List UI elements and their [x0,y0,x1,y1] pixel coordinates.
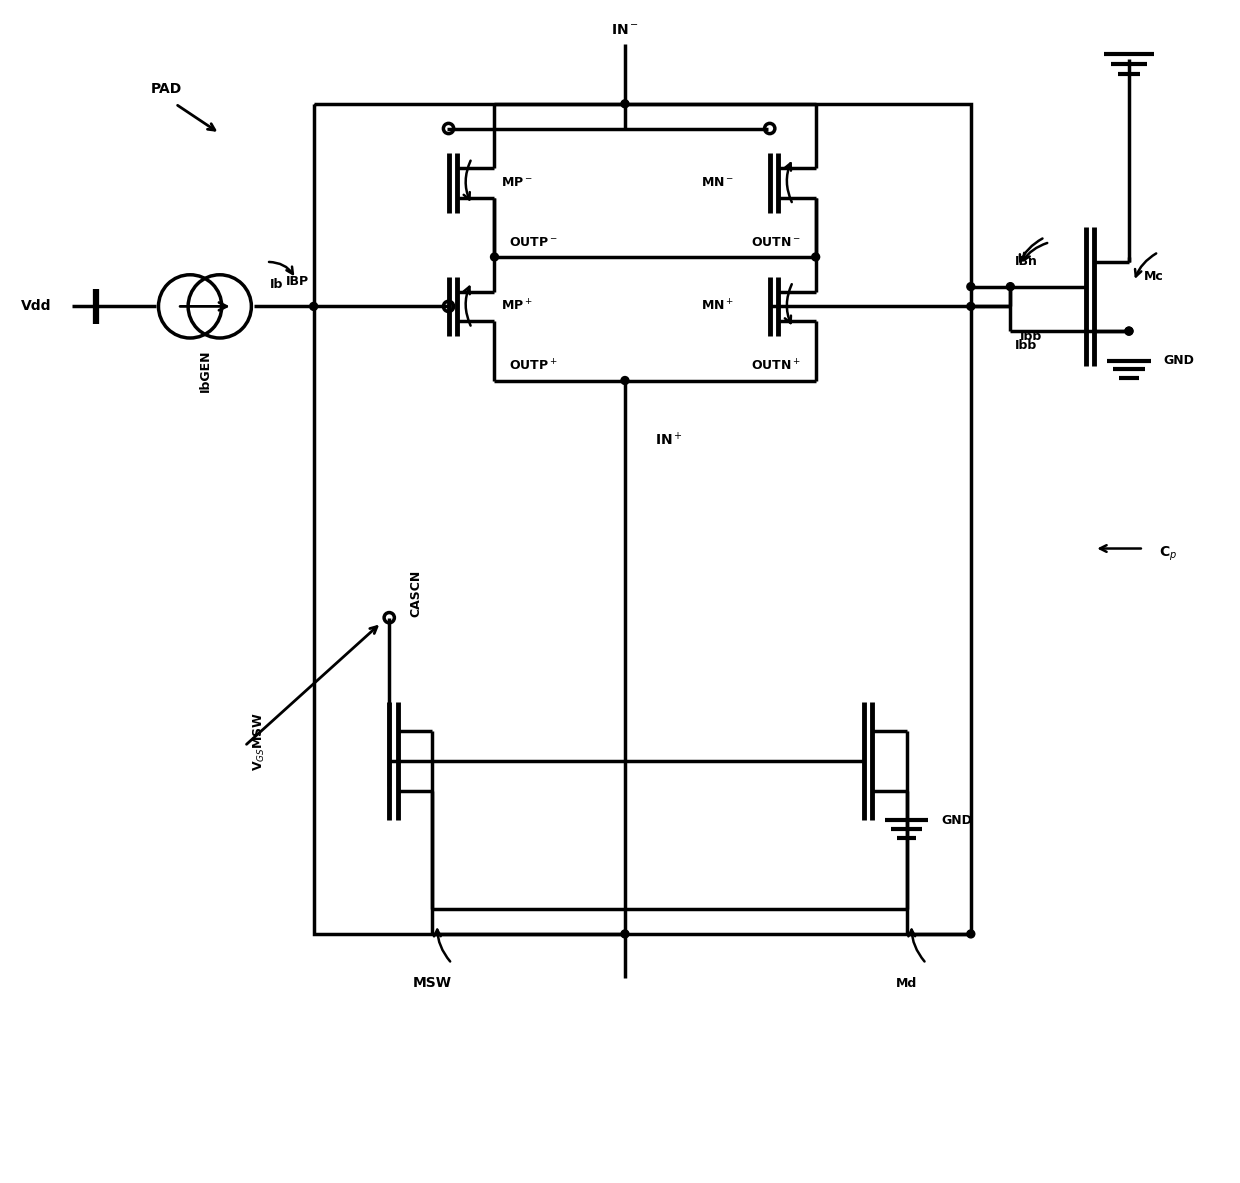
Text: Ibb: Ibb [1021,330,1043,343]
Text: OUTP$^+$: OUTP$^+$ [510,358,558,374]
Text: CASCN: CASCN [409,569,422,616]
Circle shape [812,253,820,261]
Text: MN$^+$: MN$^+$ [701,299,734,313]
Text: Md: Md [897,977,918,990]
Text: PAD: PAD [150,82,182,96]
Circle shape [967,303,975,310]
Text: GND: GND [1163,354,1194,367]
Circle shape [310,303,317,310]
Text: MP$^+$: MP$^+$ [501,299,533,313]
Circle shape [491,253,498,261]
Circle shape [621,99,629,108]
Text: IBn: IBn [1016,256,1038,269]
Text: Ib: Ib [269,278,283,291]
Circle shape [621,930,629,938]
Circle shape [967,930,975,938]
Text: MSW: MSW [413,976,451,990]
Text: MN$^-$: MN$^-$ [701,176,734,189]
Text: IN$^-$: IN$^-$ [611,22,639,37]
Text: IN$^+$: IN$^+$ [655,431,682,448]
Circle shape [1125,328,1133,335]
Text: GND: GND [941,814,972,827]
Circle shape [1007,283,1014,291]
Text: MP$^-$: MP$^-$ [501,176,533,189]
Text: OUTN$^+$: OUTN$^+$ [751,358,801,374]
Text: IbGEN: IbGEN [198,349,212,392]
Text: Vdd: Vdd [21,299,52,313]
Text: Mc: Mc [1143,270,1163,283]
Text: Ibb: Ibb [1016,340,1038,353]
Circle shape [1125,328,1133,335]
Text: IBP: IBP [285,276,309,289]
Text: C$_p$: C$_p$ [1158,544,1177,563]
Circle shape [967,283,975,291]
Circle shape [621,376,629,384]
Text: OUTP$^-$: OUTP$^-$ [510,235,558,248]
Text: OUTN$^-$: OUTN$^-$ [751,235,801,248]
Text: V$_{GS}$MSW: V$_{GS}$MSW [252,711,267,771]
